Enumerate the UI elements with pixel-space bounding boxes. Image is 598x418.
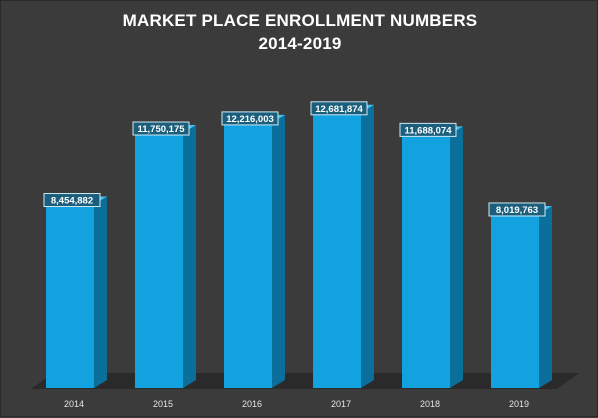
bar-2019 [491, 213, 539, 388]
bar-side-2019 [539, 205, 552, 388]
chart-title: MARKET PLACE ENROLLMENT NUMBERS [122, 11, 478, 30]
x-tick-label-2016: 2016 [242, 399, 262, 409]
bar-2017 [313, 112, 361, 388]
data-label-2017: 12,681,874 [315, 104, 363, 115]
bar-2016 [224, 122, 272, 389]
x-tick-label-2015: 2015 [153, 399, 173, 409]
bar-side-2014 [94, 196, 107, 388]
x-tick-label-2018: 2018 [420, 399, 440, 409]
data-label-box-2014 [43, 193, 101, 208]
bar-2015 [135, 133, 183, 388]
data-label-box-2017 [310, 101, 368, 116]
data-label-box-2018 [399, 122, 457, 137]
data-label-box-2016 [221, 111, 279, 126]
data-label-2019: 8,019,763 [496, 205, 538, 216]
bar-side-2015 [183, 125, 196, 388]
bar-side-2017 [361, 104, 374, 388]
data-label-2018: 11,688,074 [404, 125, 452, 136]
chart-subtitle: 2014-2019 [258, 34, 342, 53]
data-label-2016: 12,216,003 [226, 114, 274, 125]
bar-side-2018 [450, 126, 463, 388]
x-tick-label-2017: 2017 [331, 399, 351, 409]
bar-side-2016 [272, 114, 285, 389]
data-label-box-2015 [132, 121, 190, 136]
bar-2014 [46, 204, 94, 388]
data-label-2015: 11,750,175 [137, 124, 185, 135]
data-label-2014: 8,454,882 [51, 196, 93, 207]
x-tick-label-2014: 2014 [64, 399, 84, 409]
bar-2018 [402, 134, 450, 388]
data-label-box-2019 [488, 202, 546, 217]
x-tick-label-2019: 2019 [509, 399, 529, 409]
